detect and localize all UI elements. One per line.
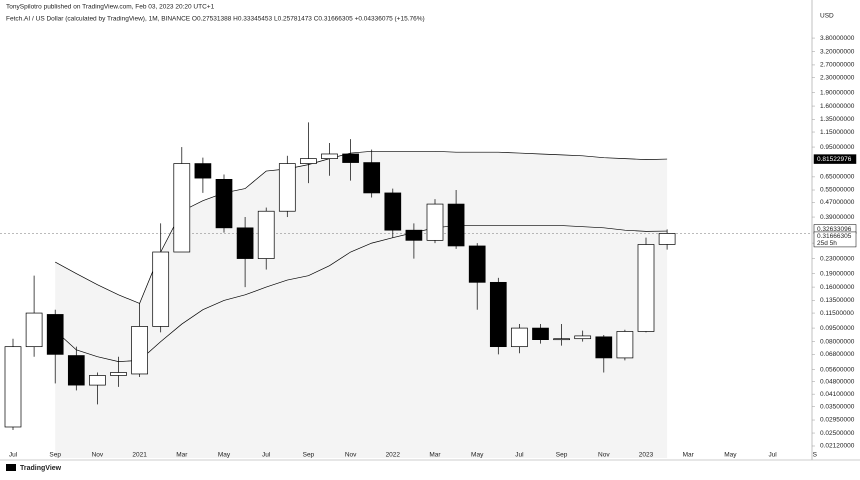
y-tick-label: 0.95000000 — [820, 144, 855, 151]
x-tick-label: Mar — [683, 452, 695, 459]
candle-body — [300, 158, 317, 164]
x-tick-label: May — [724, 452, 737, 459]
price-tag — [813, 231, 857, 248]
candle-body — [363, 162, 381, 194]
currency-label: USD — [820, 13, 834, 20]
candle-body — [278, 163, 296, 212]
candle-body — [532, 327, 549, 341]
y-tick-label: 1.90000000 — [820, 89, 855, 96]
candle-body — [511, 327, 528, 348]
x-tick-label: Nov — [598, 452, 610, 459]
y-tick-label: 0.09500000 — [820, 325, 855, 332]
price-tag-label: 0.31666305 — [817, 233, 852, 240]
candle-body — [194, 163, 212, 179]
brand-name: TradingView — [20, 465, 62, 472]
y-tick-label: 0.19000000 — [820, 270, 855, 277]
candle-body — [236, 227, 254, 259]
band-fill — [55, 151, 668, 458]
y-tick-label: 0.04100000 — [820, 391, 855, 398]
candle-body — [173, 163, 191, 253]
candle-body — [384, 192, 402, 231]
y-tick-label: 0.23000000 — [820, 255, 855, 262]
x-tick-label: Sep — [556, 452, 568, 459]
candle-body — [447, 203, 465, 247]
y-tick-label: 0.39000000 — [820, 214, 855, 221]
candle-body — [405, 229, 423, 241]
y-tick-label: 0.16000000 — [820, 284, 855, 291]
candle-body — [4, 346, 22, 428]
x-tick-label: Jul — [768, 452, 777, 459]
candle-body — [215, 178, 233, 229]
y-tick-label: 3.20000000 — [820, 48, 855, 55]
candle-body — [574, 335, 592, 340]
y-tick-label: 0.03500000 — [820, 403, 855, 410]
candle-body — [110, 372, 127, 376]
candle-body — [321, 153, 338, 159]
y-tick-label: 2.30000000 — [820, 74, 855, 81]
candle-body — [468, 245, 486, 283]
candle-body — [152, 251, 170, 327]
x-tick-label: 2022 — [386, 452, 401, 459]
x-tick-label: Jul — [262, 452, 271, 459]
candle-body — [595, 336, 613, 359]
y-tick-label: 0.55000000 — [820, 187, 855, 194]
y-tick-label: 3.80000000 — [820, 35, 855, 42]
candle-body — [131, 326, 148, 375]
x-tick-label: Nov — [345, 452, 357, 459]
candle-body — [257, 210, 275, 259]
candle-body — [616, 331, 634, 359]
price-tag-label: 0.81522976 — [817, 156, 852, 163]
x-tick-label: Sep — [49, 452, 61, 459]
y-tick-label: 0.02120000 — [820, 443, 855, 450]
y-tick-label: 0.04800000 — [820, 378, 855, 385]
x-tick-label: May — [218, 452, 231, 459]
y-tick-label: 0.06800000 — [820, 351, 855, 358]
candle-body — [489, 281, 507, 348]
y-tick-label: 1.15000000 — [820, 129, 855, 136]
x-tick-label: Jul — [515, 452, 524, 459]
candle-body — [46, 314, 64, 355]
candle-body — [637, 244, 655, 332]
y-tick-label: 0.65000000 — [820, 174, 855, 181]
y-tick-label: 0.47000000 — [820, 199, 855, 206]
candle-body — [25, 312, 43, 348]
price-tag — [813, 154, 857, 164]
candle-body — [658, 233, 676, 245]
candle-body — [67, 355, 85, 386]
candle-body — [342, 153, 359, 163]
symbol-line: Fetch.AI / US Dollar (calculated by Trad… — [6, 16, 425, 23]
y-tick-label: 1.35000000 — [820, 116, 855, 123]
candle-body — [553, 338, 570, 341]
x-tick-label: Mar — [429, 452, 441, 459]
y-tick-label: 0.11500000 — [820, 310, 854, 317]
y-tick-label: 0.08000000 — [820, 338, 855, 345]
y-tick-label: 0.05600000 — [820, 366, 855, 373]
countdown: 25d 5h — [817, 240, 837, 247]
author-line: TonySpilotro published on TradingView.co… — [6, 4, 215, 11]
x-tick-label: Jul — [9, 452, 18, 459]
price-tag-label: 0.32633096 — [817, 226, 852, 233]
candle-body — [426, 203, 444, 241]
x-tick-label: Nov — [92, 452, 104, 459]
x-tick-label: 2021 — [132, 452, 147, 459]
x-tick-label: S — [813, 452, 818, 459]
y-tick-label: 1.60000000 — [820, 103, 855, 110]
y-tick-label: 0.02950000 — [820, 417, 855, 424]
band-line — [54, 225, 668, 362]
candle-body — [89, 375, 106, 386]
x-tick-label: Mar — [176, 452, 188, 459]
brand-logo — [6, 464, 16, 471]
x-tick-label: 2023 — [639, 452, 654, 459]
y-tick-label: 0.02500000 — [820, 430, 855, 437]
x-tick-label: Sep — [303, 452, 315, 459]
y-tick-label: 2.70000000 — [820, 62, 855, 69]
y-tick-label: 0.13500000 — [820, 297, 855, 304]
x-tick-label: May — [471, 452, 484, 459]
